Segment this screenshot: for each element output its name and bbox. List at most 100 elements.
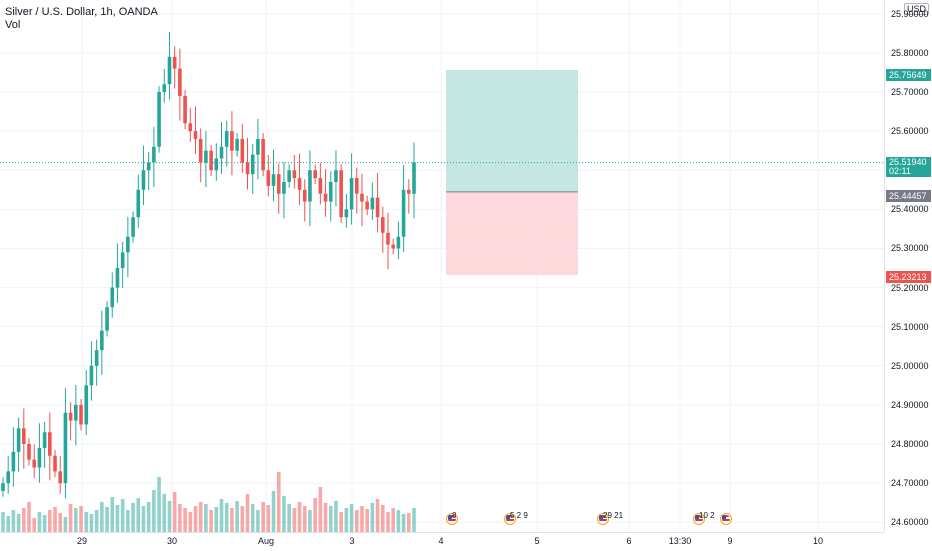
volume-bar xyxy=(245,494,250,532)
candle-body xyxy=(53,455,57,472)
candle-body xyxy=(27,444,31,460)
volume-bar xyxy=(375,499,380,532)
candle-body xyxy=(152,146,156,163)
volume-bar xyxy=(271,491,276,532)
candle-body xyxy=(313,170,317,179)
volume-bar xyxy=(250,504,255,532)
price-tick-label: 25.00000 xyxy=(891,360,929,371)
candle-body xyxy=(230,131,234,151)
candle-body xyxy=(22,428,26,445)
volume-bar xyxy=(63,517,68,532)
candle-body xyxy=(302,189,307,202)
price-tick-label: 25.70000 xyxy=(891,87,929,98)
candle-body xyxy=(380,217,385,233)
bar-countdown: 02:11 xyxy=(889,166,911,176)
volume-bar xyxy=(172,492,177,532)
volume-bar xyxy=(339,512,343,532)
economic-event-flag-icon[interactable] xyxy=(693,513,705,525)
candle-body xyxy=(396,236,401,249)
candle-body xyxy=(261,138,265,171)
volume-bar xyxy=(126,510,130,532)
price-tick-label: 25.40000 xyxy=(891,204,929,215)
candle-body xyxy=(365,201,369,210)
candle-body xyxy=(386,232,390,245)
time-axis[interactable]: 29 30 Aug 3 4 5 6 13:30 9 10 xyxy=(0,532,884,551)
volume-bar xyxy=(313,498,317,532)
volume-bar xyxy=(214,507,219,532)
candle-body xyxy=(412,162,416,194)
volume-bar xyxy=(328,506,333,532)
time-tick-label: 6 xyxy=(626,536,632,546)
candle-body xyxy=(110,287,115,308)
volume-bar xyxy=(235,501,239,532)
candle-body xyxy=(204,150,208,163)
price-axis[interactable]: USD 25.90000 25.80000 25.70000 25.60000 25.5… xyxy=(884,0,932,532)
candle-body xyxy=(183,95,187,124)
us-flag-icon xyxy=(722,515,730,523)
price-tick-label: 25.60000 xyxy=(891,126,929,137)
volume-bar xyxy=(209,510,213,532)
volume-bar xyxy=(157,477,161,532)
time-tick-label: 5 xyxy=(534,536,540,546)
volume-bar xyxy=(204,504,208,532)
volume-bar xyxy=(105,507,109,532)
volume-bar xyxy=(58,513,63,532)
time-tick-label: 13:30 xyxy=(668,536,692,546)
candle-body xyxy=(297,178,302,190)
volume-bar xyxy=(334,501,338,532)
candle-body xyxy=(256,138,260,155)
candle-body xyxy=(235,138,239,151)
candle-body xyxy=(240,138,245,163)
currency-button[interactable]: USD xyxy=(903,3,929,15)
volume-bar xyxy=(115,505,120,532)
candle-body xyxy=(282,181,286,194)
candle-body xyxy=(193,131,198,139)
volume-bar xyxy=(344,508,349,532)
volume-bar xyxy=(162,494,167,532)
price-tick-label: 24.80000 xyxy=(891,439,929,449)
candlestick-chart[interactable] xyxy=(0,0,884,532)
candle-body xyxy=(354,178,359,194)
volume-bar xyxy=(219,499,224,532)
economic-event-flag-icon[interactable] xyxy=(720,513,732,525)
event-count-label: 8 xyxy=(452,511,457,520)
time-tick-label: 10 xyxy=(812,536,824,546)
volume-bar xyxy=(131,503,135,532)
economic-event-flag-icon[interactable] xyxy=(446,513,458,525)
chart-legend: Silver / U.S. Dollar, 1h, OANDA Vol xyxy=(5,6,158,32)
event-count-label: 29 21 xyxy=(603,511,624,520)
candle-body xyxy=(115,268,120,288)
symbol-title[interactable]: Silver / U.S. Dollar, 1h, OANDA xyxy=(5,6,158,18)
price-tick-label: 25.20000 xyxy=(891,282,929,293)
candle-body xyxy=(349,178,354,210)
volume-bar xyxy=(391,508,395,532)
volume-bar xyxy=(224,503,229,532)
volume-bar xyxy=(266,505,271,532)
candle-body xyxy=(334,170,338,182)
volume-bar xyxy=(188,512,193,532)
candle-body xyxy=(105,307,109,331)
volume-bar xyxy=(287,504,291,532)
volume-bar xyxy=(183,508,187,532)
us-flag-icon xyxy=(695,515,703,523)
volume-bar xyxy=(94,510,99,532)
candle-body xyxy=(63,412,68,484)
candle-body xyxy=(89,365,94,386)
volume-bar xyxy=(230,508,234,532)
volume-bar xyxy=(308,510,312,532)
price-tick-label: 25.90000 xyxy=(891,8,929,19)
chart-plot-area[interactable]: Silver / U.S. Dollar, 1h, OANDA Vol 8 5 2… xyxy=(0,0,884,532)
candle-body xyxy=(375,197,380,218)
price-tick-label: 24.90000 xyxy=(891,399,929,410)
volume-bar xyxy=(22,508,26,532)
candle-body xyxy=(328,181,333,202)
time-tick-label: 29 xyxy=(76,536,88,546)
volume-bar xyxy=(318,487,323,532)
economic-event-flag-icon[interactable] xyxy=(597,513,609,525)
candle-body xyxy=(68,412,73,421)
volume-bar xyxy=(120,499,125,532)
economic-event-flag-icon[interactable] xyxy=(504,513,516,525)
event-count-label: 5 2 9 xyxy=(510,511,528,520)
volume-bar xyxy=(276,472,281,532)
volume-indicator-label[interactable]: Vol xyxy=(5,19,21,31)
